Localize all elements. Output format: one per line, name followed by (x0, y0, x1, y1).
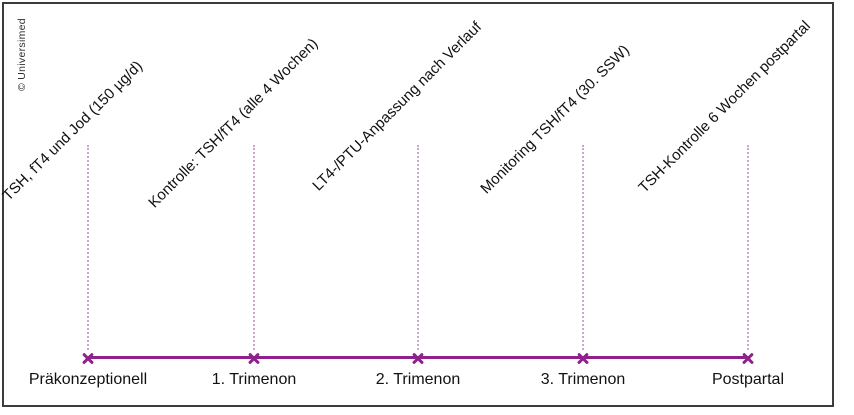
annotation-postpartal: TSH-Kontrolle 6 Wochen postpartal (635, 17, 814, 197)
dotted-connector-postpartal (747, 145, 749, 350)
annotation-trimenon-2: LT4-/PTU-Anpassung nach Verlauf (309, 18, 485, 195)
stage-label-praekonzeptionell: Präkonzeptionell (28, 371, 148, 388)
annotation-trimenon-3: Monitoring TSH/fT4 (30. SSW) (477, 41, 633, 198)
dotted-connector-praekonzeptionell (87, 145, 89, 350)
x-marker-icon-trimenon-2 (411, 351, 425, 365)
dotted-connector-trimenon-1 (253, 145, 255, 350)
stage-label-trimenon-1: 1. Trimenon (211, 371, 297, 388)
stage-label-trimenon-2: 2. Trimenon (375, 371, 461, 388)
x-marker-icon-trimenon-3 (576, 351, 590, 365)
x-marker-icon-trimenon-1 (247, 351, 261, 365)
dotted-connector-trimenon-2 (417, 145, 419, 350)
x-marker-icon-praekonzeptionell (81, 351, 95, 365)
x-marker-icon-postpartal (741, 351, 755, 365)
stage-label-trimenon-3: 3. Trimenon (540, 371, 626, 388)
copyright-label: © Universimed (16, 18, 28, 91)
dotted-connector-trimenon-3 (582, 145, 584, 350)
stage-label-postpartal: Postpartal (711, 371, 785, 388)
annotation-trimenon-1: Kontrolle: TSH/fT4 (alle 4 Wochen) (145, 35, 322, 212)
